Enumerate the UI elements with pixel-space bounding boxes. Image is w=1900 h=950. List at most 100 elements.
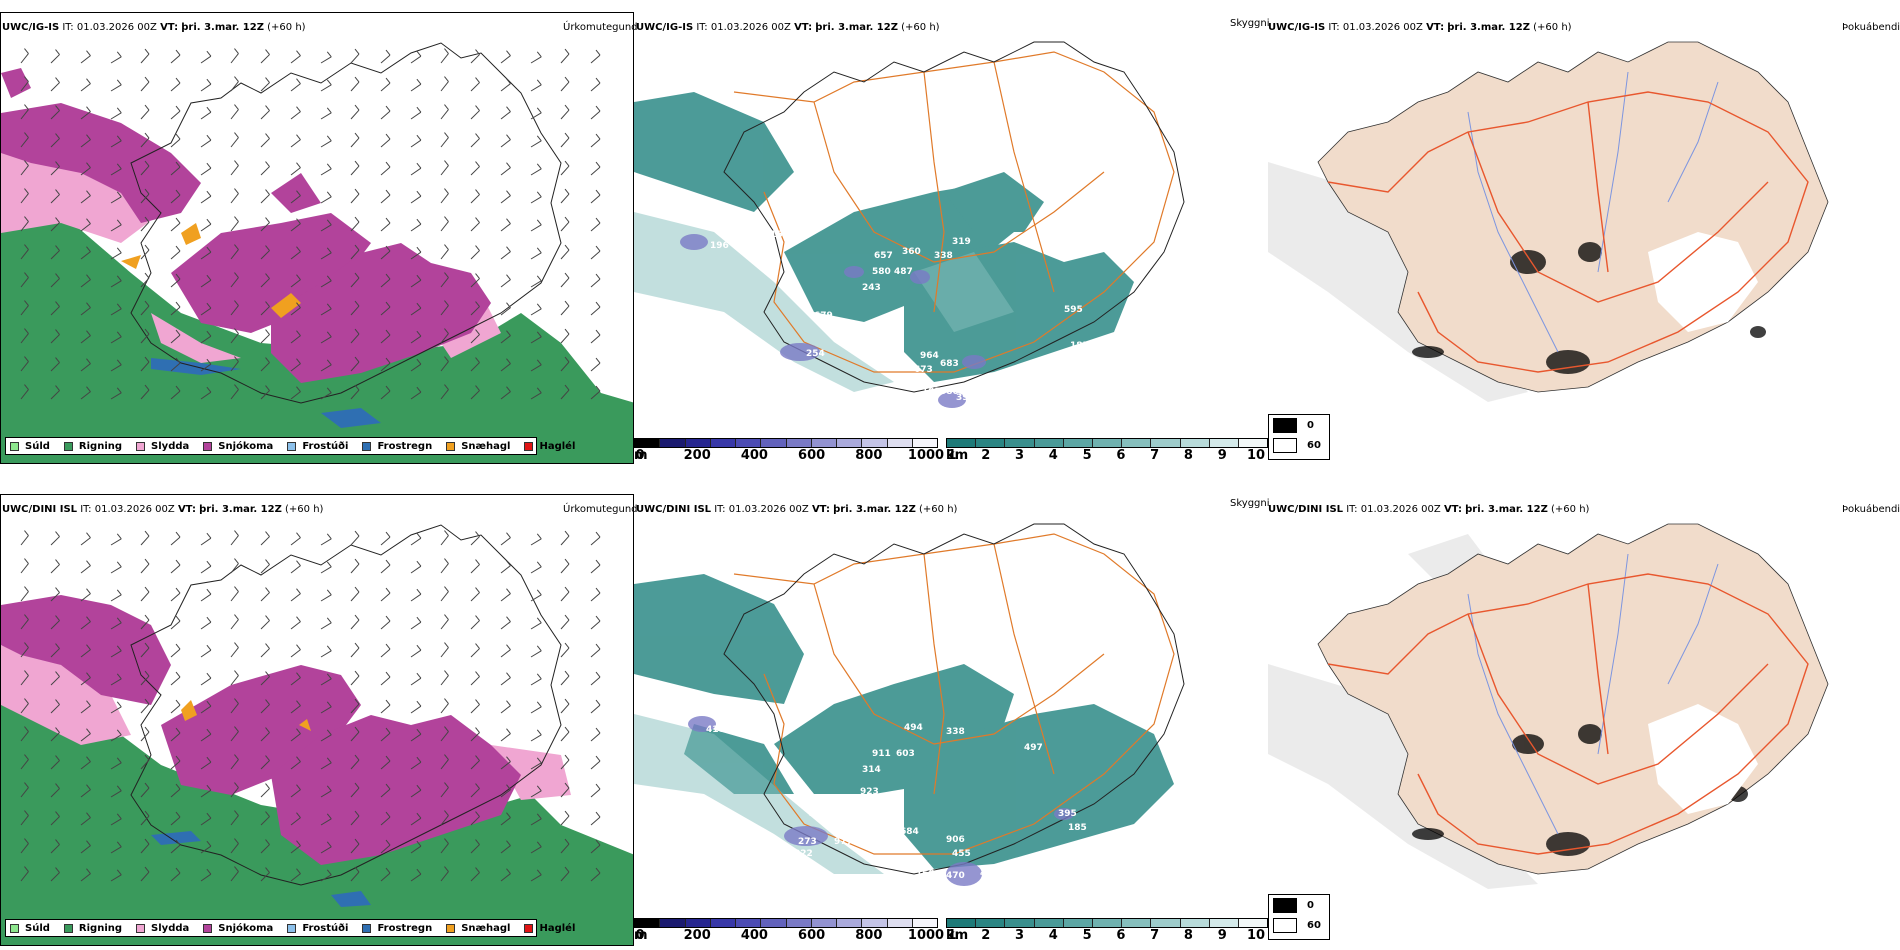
wind-barb: [560, 815, 570, 826]
wind-barb: [140, 843, 150, 854]
wind-barb: [260, 816, 270, 826]
wind-barb-flag: [564, 558, 570, 565]
wind-barb-flag: [234, 782, 239, 788]
wind-barb-flag: [326, 757, 332, 764]
wind-barb-flag: [385, 329, 391, 336]
wind-barb: [110, 790, 122, 798]
wind-barb: [530, 818, 542, 826]
fog-dense-patches: [1412, 242, 1766, 374]
elevation-label: 395: [1058, 809, 1077, 819]
wind-barb-flag: [416, 106, 422, 113]
wind-barb: [350, 361, 360, 372]
wind-barb: [110, 280, 122, 288]
elevation-label: 673: [914, 365, 933, 375]
wind-barb: [350, 703, 360, 714]
wind-barb: [500, 845, 511, 854]
fog-legend-label: 60: [1307, 439, 1321, 451]
wind-barb-flag: [116, 813, 122, 820]
wind-barb-flag: [86, 868, 91, 874]
wind-barb-flag: [564, 810, 570, 817]
wind-barb-flag: [475, 385, 480, 391]
colorbar-cell: [976, 439, 1006, 447]
wind-barb: [80, 111, 91, 120]
elevation-label: 776: [808, 809, 827, 819]
wind-barb-flag: [595, 273, 601, 280]
wind-barb-flag: [24, 782, 29, 788]
wind-barb: [200, 363, 212, 372]
wind-barb: [20, 591, 29, 602]
wind-barb-flag: [326, 729, 332, 736]
wind-barb: [350, 591, 360, 602]
colorbar-tick-label: 4: [1048, 928, 1058, 943]
wind-barb-flag: [24, 244, 29, 250]
wind-barb-flag: [385, 615, 391, 622]
wind-barb-flag: [24, 810, 29, 816]
wind-barb-flag: [55, 699, 60, 705]
wind-barb-flag: [444, 272, 449, 278]
wind-barb: [260, 564, 270, 574]
wind-barb-flag: [564, 642, 570, 649]
wind-barb-flag: [385, 755, 391, 762]
wind-barb: [440, 305, 449, 316]
wind-barb: [530, 594, 542, 602]
wind-barb-flag: [296, 274, 301, 280]
wind-barb-flag: [206, 784, 212, 791]
wind-barb: [500, 817, 511, 826]
wind-barb: [320, 650, 332, 658]
wind-barb: [170, 250, 181, 260]
legend-item: Snjókoma: [203, 441, 273, 452]
colorbar-cell: [1209, 919, 1239, 927]
colorbar-tick-label: 4: [1048, 448, 1058, 463]
wind-barb-flag: [475, 531, 480, 537]
wind-barb: [260, 334, 270, 344]
wind-barb-flag: [326, 701, 332, 708]
wind-barb: [590, 250, 601, 260]
wind-barb-flag: [444, 300, 449, 306]
wind-barb: [500, 677, 511, 686]
wind-barb-flag: [354, 48, 360, 55]
wind-barb-flag: [175, 189, 181, 196]
wind-barb-flag: [116, 219, 122, 226]
wind-barb: [380, 732, 391, 742]
wind-barb-flag: [475, 643, 480, 649]
elevation-label: 923: [860, 787, 879, 797]
elevation-label: 275: [734, 233, 753, 243]
fog-legend-2: 0 60: [1268, 894, 1330, 940]
wind-barb: [560, 137, 570, 148]
wind-barb-flag: [24, 558, 29, 564]
colorbar-cell: [1034, 439, 1064, 447]
legend-item: Rigning: [63, 923, 122, 934]
elevation-label: 815: [764, 230, 783, 240]
wind-barb: [380, 110, 391, 120]
wind-barb: [50, 306, 60, 316]
wind-barb: [20, 109, 29, 120]
wind-barb-flag: [595, 615, 601, 622]
wind-barb-flag: [416, 672, 422, 679]
wind-barb-flag: [234, 244, 239, 250]
wind-barb-flag: [475, 301, 480, 307]
wind-barb-flag: [116, 359, 122, 366]
wind-barb-flag: [55, 357, 60, 363]
wind-barb: [410, 733, 422, 742]
wind-barb-flag: [385, 273, 391, 280]
wind-barb: [110, 336, 122, 344]
colorbar-cells: [634, 918, 938, 928]
wind-barb-flag: [144, 356, 150, 363]
wind-barb-flag: [116, 869, 122, 876]
wind-barb-flag: [354, 530, 360, 537]
wind-barb-flag: [475, 77, 480, 83]
legend-label: Súld: [25, 440, 50, 452]
wind-barb-flag: [116, 247, 122, 254]
wind-barb: [380, 334, 391, 344]
wind-barb-flag: [265, 357, 270, 363]
wind-barb: [110, 112, 122, 120]
wind-barb: [440, 53, 449, 64]
fog-indicator-map-svg: [1268, 41, 1829, 402]
wind-barb-flag: [175, 783, 181, 790]
wind-barb: [290, 817, 301, 826]
wind-barb-flag: [24, 866, 29, 872]
wind-barb-flag: [206, 358, 212, 365]
wind-barb-flag: [385, 77, 391, 84]
wind-barb-flag: [234, 104, 239, 110]
wind-barb: [500, 139, 511, 148]
